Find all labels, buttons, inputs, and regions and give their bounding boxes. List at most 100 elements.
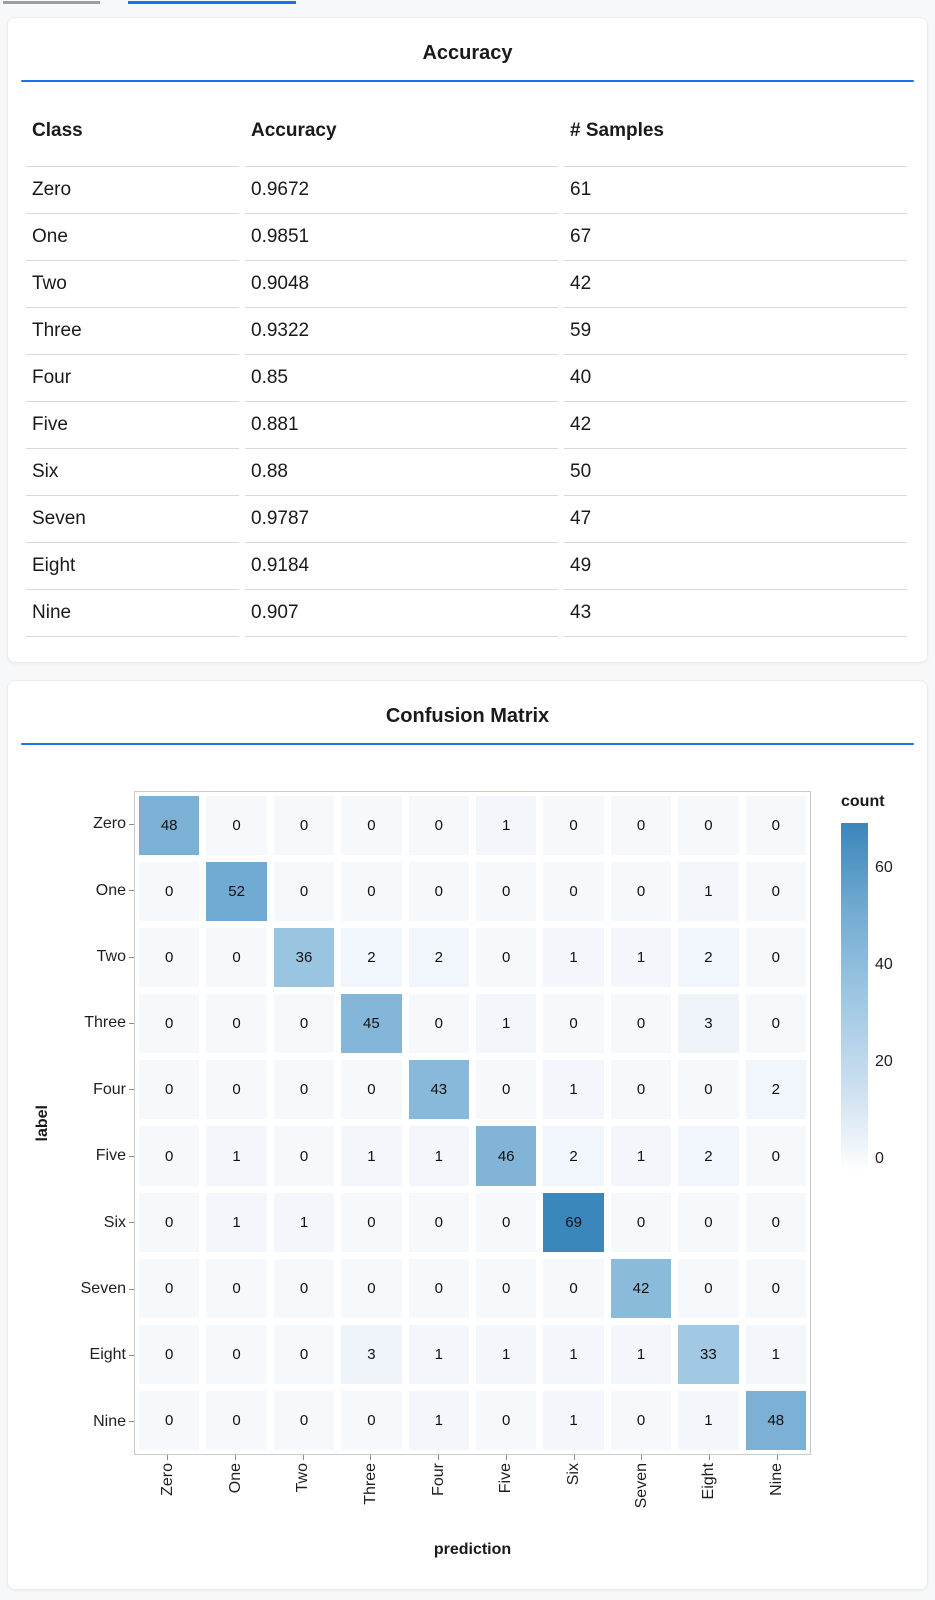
heatmap-cell: 1: [408, 1126, 469, 1186]
heatmap-cell: 0: [139, 1126, 200, 1186]
heatmap-cell: 0: [678, 1258, 739, 1318]
y-tick-label: Five: [95, 1147, 126, 1165]
heatmap-cell: 2: [408, 928, 469, 988]
x-tick-label: Six: [565, 1463, 583, 1486]
x-tick: Five: [473, 1455, 541, 1551]
table-cell: 0.9672: [245, 166, 558, 213]
table-row: Zero 0.9672 61: [26, 166, 907, 213]
table-cell: 50: [564, 448, 907, 495]
heatmap-cell: 0: [273, 1324, 335, 1384]
tab-indicator-active[interactable]: [128, 1, 296, 4]
heatmap-cell: 0: [678, 1192, 739, 1252]
y-tick: Eight: [8, 1322, 134, 1388]
table-cell: 0.907: [245, 589, 558, 637]
x-tick-mark: [438, 1455, 440, 1460]
x-tick-mark: [573, 1455, 575, 1460]
heatmap-cell: 0: [476, 928, 537, 988]
x-tick: Zero: [134, 1455, 202, 1551]
y-tick-mark: [129, 1155, 134, 1157]
heatmap-cell: 0: [273, 994, 335, 1054]
table-cell: 42: [564, 401, 907, 448]
y-tick-mark: [129, 823, 134, 825]
y-tick-mark: [129, 1222, 134, 1224]
heatmap-cell: 0: [206, 994, 267, 1054]
x-tick-label: Seven: [632, 1463, 650, 1509]
x-tick-mark: [302, 1455, 304, 1460]
table-cell: 0.9048: [245, 260, 558, 307]
y-tick-mark: [129, 1022, 134, 1024]
heatmap-cell: 36: [273, 928, 335, 988]
heatmap-cell: 0: [678, 796, 739, 856]
heatmap-cell: 48: [139, 796, 200, 856]
table-row: Seven 0.9787 47: [26, 495, 907, 542]
heatmap-cell: 1: [610, 1126, 672, 1186]
heatmap-cell: 0: [273, 1060, 335, 1120]
heatmap-cell: 48: [745, 1390, 806, 1450]
heatmap-cell: 0: [476, 1390, 537, 1450]
y-tick: Four: [8, 1057, 134, 1123]
y-tick: Seven: [8, 1256, 134, 1322]
confusion-matrix-panel: Confusion Matrix label Zero One Two Three Fo…: [7, 680, 928, 1590]
heatmap-cell: 0: [273, 796, 335, 856]
table-cell: 0.88: [245, 448, 558, 495]
y-tick-label: Eight: [89, 1346, 126, 1364]
accuracy-table: Class Accuracy # Samples Zero 0.9672 61 One 0.…: [20, 106, 913, 637]
heatmap-cell: 0: [745, 928, 806, 988]
x-tick-mark: [505, 1455, 507, 1460]
y-tick-label: One: [95, 881, 126, 899]
table-cell: 40: [564, 354, 907, 401]
tab-indicator-inactive[interactable]: [3, 1, 100, 4]
table-cell: Eight: [26, 542, 239, 589]
heatmap-cell: 43: [408, 1060, 469, 1120]
heatmap-cell: 0: [610, 1390, 672, 1450]
y-tick: Two: [8, 924, 134, 990]
table-cell: 0.9184: [245, 542, 558, 589]
y-tick-label: Three: [84, 1014, 126, 1032]
heatmap-cell: 0: [139, 862, 200, 922]
heatmap-cell: 0: [139, 1324, 200, 1384]
heatmap-cell: 0: [476, 862, 537, 922]
heatmap-cell: 0: [139, 994, 200, 1054]
heatmap-cell: 2: [543, 1126, 604, 1186]
table-cell: 0.9851: [245, 213, 558, 260]
heatmap-cell: 0: [543, 1258, 604, 1318]
y-tick: One: [8, 857, 134, 923]
heatmap-cell: 45: [341, 994, 402, 1054]
x-tick-label: Four: [429, 1463, 447, 1496]
x-tick-label: Nine: [768, 1463, 786, 1496]
column-header: Accuracy: [251, 120, 337, 141]
heatmap-cell: 1: [543, 928, 604, 988]
heatmap-cell: 0: [543, 994, 604, 1054]
x-tick-label: One: [226, 1463, 244, 1494]
table-cell: 59: [564, 307, 907, 354]
heatmap-cell: 0: [543, 862, 604, 922]
accuracy-table-header: Class Accuracy # Samples: [26, 106, 907, 166]
table-cell: Three: [26, 307, 239, 354]
y-tick-label: Zero: [93, 815, 126, 833]
table-cell: Zero: [26, 166, 239, 213]
heatmap-cell: 1: [476, 796, 537, 856]
table-cell: 47: [564, 495, 907, 542]
heatmap-cell: 52: [206, 862, 267, 922]
heatmap-cell: 0: [341, 1192, 402, 1252]
heatmap-cell: 1: [476, 1324, 537, 1384]
heatmap-cell: 1: [206, 1192, 267, 1252]
heatmap-cell: 2: [745, 1060, 806, 1120]
column-header: # Samples: [570, 120, 664, 141]
heatmap-cell: 0: [610, 862, 672, 922]
x-tick-mark: [708, 1455, 710, 1460]
table-cell: 67: [564, 213, 907, 260]
accuracy-panel-title: Accuracy: [422, 42, 513, 64]
legend-tick-label: 60: [875, 859, 893, 876]
heatmap-cell: 0: [341, 796, 402, 856]
table-cell: 0.881: [245, 401, 558, 448]
y-tick-label: Four: [93, 1080, 126, 1098]
x-tick: Two: [269, 1455, 337, 1551]
heatmap-cell: 1: [678, 1390, 739, 1450]
x-tick: Seven: [608, 1455, 676, 1551]
heatmap-cell: 0: [206, 1060, 267, 1120]
heatmap-cell: 0: [408, 994, 469, 1054]
heatmap-cell: 1: [745, 1324, 806, 1384]
table-row: Nine 0.907 43: [26, 589, 907, 637]
heatmap-cell: 0: [745, 994, 806, 1054]
